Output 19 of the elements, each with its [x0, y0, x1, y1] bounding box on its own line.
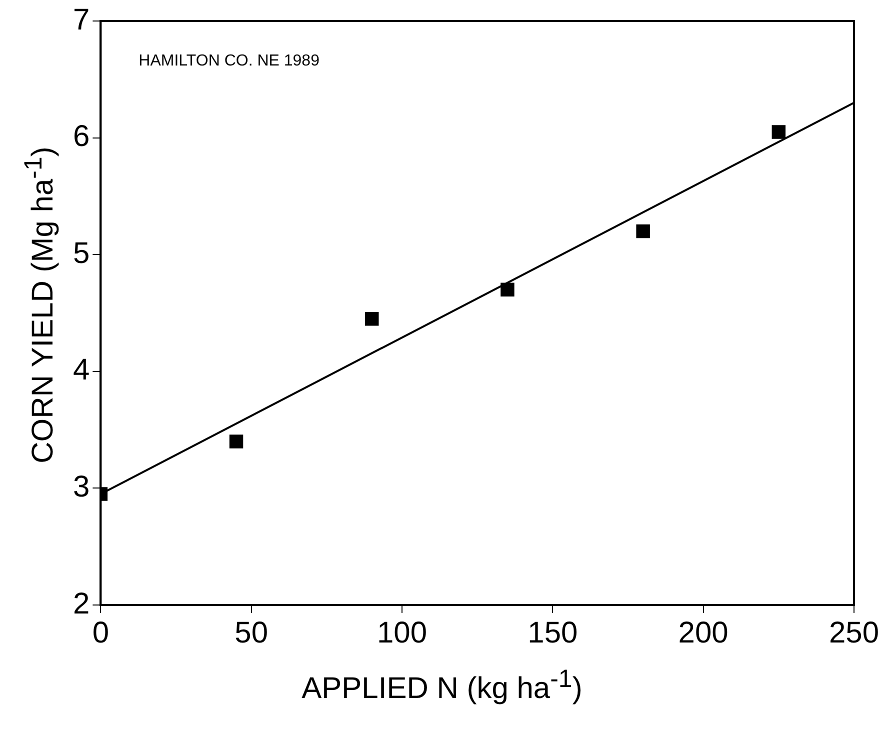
y-tick-label: 4 — [72, 354, 90, 387]
point — [636, 224, 650, 238]
y-tick-label: 7 — [72, 3, 90, 36]
x-tick-label: 250 — [828, 616, 880, 650]
y-tick-label: 5 — [72, 236, 90, 270]
point — [365, 312, 379, 326]
x-tick-label: 0 — [92, 616, 110, 650]
x-tick-label: 200 — [678, 616, 728, 650]
annotation: HAMILTON CO. NE 1989 — [138, 52, 320, 70]
point — [500, 282, 514, 297]
x-axis-title: APPLIED N (kg ha$^{-1}$) — [300, 665, 584, 706]
x-tick-label: 100 — [376, 616, 428, 650]
x-tick-label: 150 — [528, 616, 578, 650]
y-tick-label: 6 — [72, 120, 90, 154]
point — [772, 125, 786, 139]
x-tick-label: 50 — [234, 616, 268, 650]
y-tick-label: 2 — [72, 587, 90, 620]
point — [229, 434, 244, 448]
y-tick-label: 3 — [72, 470, 90, 504]
